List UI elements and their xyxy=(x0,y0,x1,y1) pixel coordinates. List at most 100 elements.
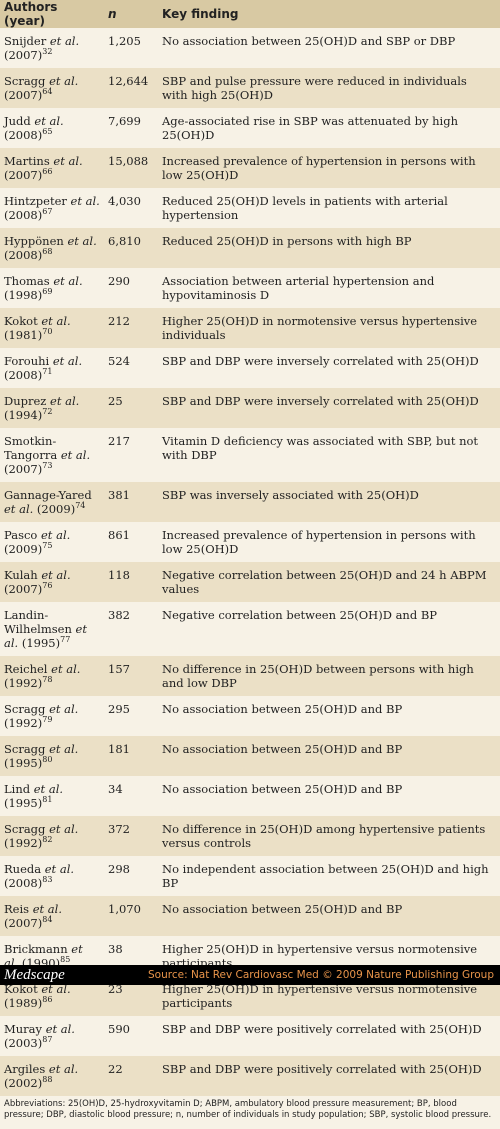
abbreviations: Abbreviations: 25(OH)D, 25-hydroxyvitami… xyxy=(0,1096,500,1129)
reference: 66 xyxy=(42,167,53,177)
reference: 77 xyxy=(60,635,71,645)
n-cell: 382 xyxy=(104,602,158,656)
n-cell: 15,088 xyxy=(104,148,158,188)
table-row: Martins et al. (2007)66 15,088 Increased p… xyxy=(0,148,500,188)
author-cell: Martins et al. (2007)66 xyxy=(0,148,104,188)
finding-cell: Age-associated rise in SBP was attenuate… xyxy=(158,108,500,148)
author: Scragg et al. (1995) xyxy=(4,742,79,770)
author: Smotkin-Tangorra et al. (2007) xyxy=(4,434,91,476)
author: Scragg et al. (2007) xyxy=(4,74,79,102)
author: Kulah et al. (2007) xyxy=(4,568,71,596)
table-row: Hintzpeter et al. (2008)67 4,030 Reduced 2… xyxy=(0,188,500,228)
header-row: Authors (year) n Key finding xyxy=(0,0,500,28)
author-cell: Argiles et al. (2002)88 xyxy=(0,1056,104,1096)
author-cell: Hintzpeter et al. (2008)67 xyxy=(0,188,104,228)
finding-cell: SBP and DBP were inversely correlated wi… xyxy=(158,388,500,428)
author: Forouhi et al. (2008) xyxy=(4,354,83,382)
n-cell: 7,699 xyxy=(104,108,158,148)
table-head: Authors (year) n Key finding xyxy=(0,0,500,28)
finding-cell: No independent association between 25(OH… xyxy=(158,856,500,896)
n-cell: 1,070 xyxy=(104,896,158,936)
author-cell: Lind et al. (1995)81 xyxy=(0,776,104,816)
author-cell: Scragg et al. (2007)64 xyxy=(0,68,104,108)
reference: 82 xyxy=(42,835,53,845)
author-cell: Smotkin-Tangorra et al. (2007)73 xyxy=(0,428,104,482)
author-cell: Reis et al. (2007)84 xyxy=(0,896,104,936)
author: Rueda et al. (2008) xyxy=(4,862,75,890)
reference: 81 xyxy=(42,795,53,805)
finding-cell: SBP and pulse pressure were reduced in i… xyxy=(158,68,500,108)
finding-cell: No association between 25(OH)D and BP xyxy=(158,896,500,936)
finding-cell: No association between 25(OH)D and BP xyxy=(158,696,500,736)
reference: 85 xyxy=(60,955,71,965)
reference: 68 xyxy=(42,247,53,257)
table-row: Landin-Wilhelmsen et al. (1995)77 382 Nega… xyxy=(0,602,500,656)
table-row: Lind et al. (1995)81 34 No association bet… xyxy=(0,776,500,816)
table-body: Snijder et al. (2007)32 1,205 No associati… xyxy=(0,28,500,1096)
author-cell: Scragg et al. (1992)79 xyxy=(0,696,104,736)
author-cell: Reichel et al. (1992)78 xyxy=(0,656,104,696)
table-row: Muray et al. (2003)87 590 SBP and DBP were… xyxy=(0,1016,500,1056)
finding-cell: No difference in 25(OH)D between persons… xyxy=(158,656,500,696)
n-cell: 861 xyxy=(104,522,158,562)
author-cell: Kokot et al. (1981)70 xyxy=(0,308,104,348)
author-cell: Scragg et al. (1995)80 xyxy=(0,736,104,776)
table-row: Scragg et al. (1992)82 372 No difference i… xyxy=(0,816,500,856)
author: Kokot et al. (1989) xyxy=(4,982,71,1010)
table-row: Kulah et al. (2007)76 118 Negative correla… xyxy=(0,562,500,602)
reference: 87 xyxy=(42,1035,53,1045)
n-cell: 118 xyxy=(104,562,158,602)
author-cell: Snijder et al. (2007)32 xyxy=(0,28,104,68)
finding-cell: Increased prevalence of hypertension in … xyxy=(158,522,500,562)
n-cell: 524 xyxy=(104,348,158,388)
finding-cell: Negative correlation between 25(OH)D and… xyxy=(158,562,500,602)
reference: 69 xyxy=(42,287,53,297)
reference: 64 xyxy=(42,87,53,97)
author: Reis et al. (2007) xyxy=(4,902,62,930)
finding-cell: Reduced 25(OH)D in persons with high BP xyxy=(158,228,500,268)
table-row: Smotkin-Tangorra et al. (2007)73 217 Vitam… xyxy=(0,428,500,482)
reference: 70 xyxy=(42,327,53,337)
n-cell: 22 xyxy=(104,1056,158,1096)
n-cell: 157 xyxy=(104,656,158,696)
author-cell: Pasco et al. (2009)75 xyxy=(0,522,104,562)
author-cell: Thomas et al. (1998)69 xyxy=(0,268,104,308)
header-cell: Authors (year) xyxy=(0,0,104,28)
reference: 88 xyxy=(42,1075,53,1085)
finding-cell: SBP and DBP were positively correlated w… xyxy=(158,1056,500,1096)
n-cell: 295 xyxy=(104,696,158,736)
data-table: Authors (year) n Key finding Snijder et … xyxy=(0,0,500,1096)
reference: 79 xyxy=(42,715,53,725)
finding-cell: Reduced 25(OH)D levels in patients with … xyxy=(158,188,500,228)
reference: 75 xyxy=(42,541,53,551)
author: Duprez et al. (1994) xyxy=(4,394,80,422)
author: Landin-Wilhelmsen et al. (1995) xyxy=(4,608,87,650)
table-row: Thomas et al. (1998)69 290 Association bet… xyxy=(0,268,500,308)
n-cell: 25 xyxy=(104,388,158,428)
author: Reichel et al. (1992) xyxy=(4,662,81,690)
author-cell: Scragg et al. (1992)82 xyxy=(0,816,104,856)
table-row: Reis et al. (2007)84 1,070 No association … xyxy=(0,896,500,936)
reference: 80 xyxy=(42,755,53,765)
author-cell: Judd et al. (2008)65 xyxy=(0,108,104,148)
author-cell: Forouhi et al. (2008)71 xyxy=(0,348,104,388)
reference: 65 xyxy=(42,127,53,137)
author: Pasco et al. (2009) xyxy=(4,528,71,556)
finding-cell: Vitamin D deficiency was associated with… xyxy=(158,428,500,482)
table-row: Scragg et al. (2007)64 12,644 SBP and puls… xyxy=(0,68,500,108)
n-cell: 212 xyxy=(104,308,158,348)
n-cell: 372 xyxy=(104,816,158,856)
finding-cell: Association between arterial hypertensio… xyxy=(158,268,500,308)
n-cell: 12,644 xyxy=(104,68,158,108)
author: Kokot et al. (1981) xyxy=(4,314,71,342)
table-row: Pasco et al. (2009)75 861 Increased preval… xyxy=(0,522,500,562)
n-cell: 4,030 xyxy=(104,188,158,228)
finding-cell: SBP was inversely associated with 25(OH)… xyxy=(158,482,500,522)
author: Hyppönen et al. (2008) xyxy=(4,234,97,262)
finding-cell: No association between 25(OH)D and BP xyxy=(158,776,500,816)
finding-cell: SBP and DBP were inversely correlated wi… xyxy=(158,348,500,388)
finding-cell: No association between 25(OH)D and SBP o… xyxy=(158,28,500,68)
table-row: Scragg et al. (1992)79 295 No association … xyxy=(0,696,500,736)
author-cell: Landin-Wilhelmsen et al. (1995)77 xyxy=(0,602,104,656)
n-cell: 1,205 xyxy=(104,28,158,68)
